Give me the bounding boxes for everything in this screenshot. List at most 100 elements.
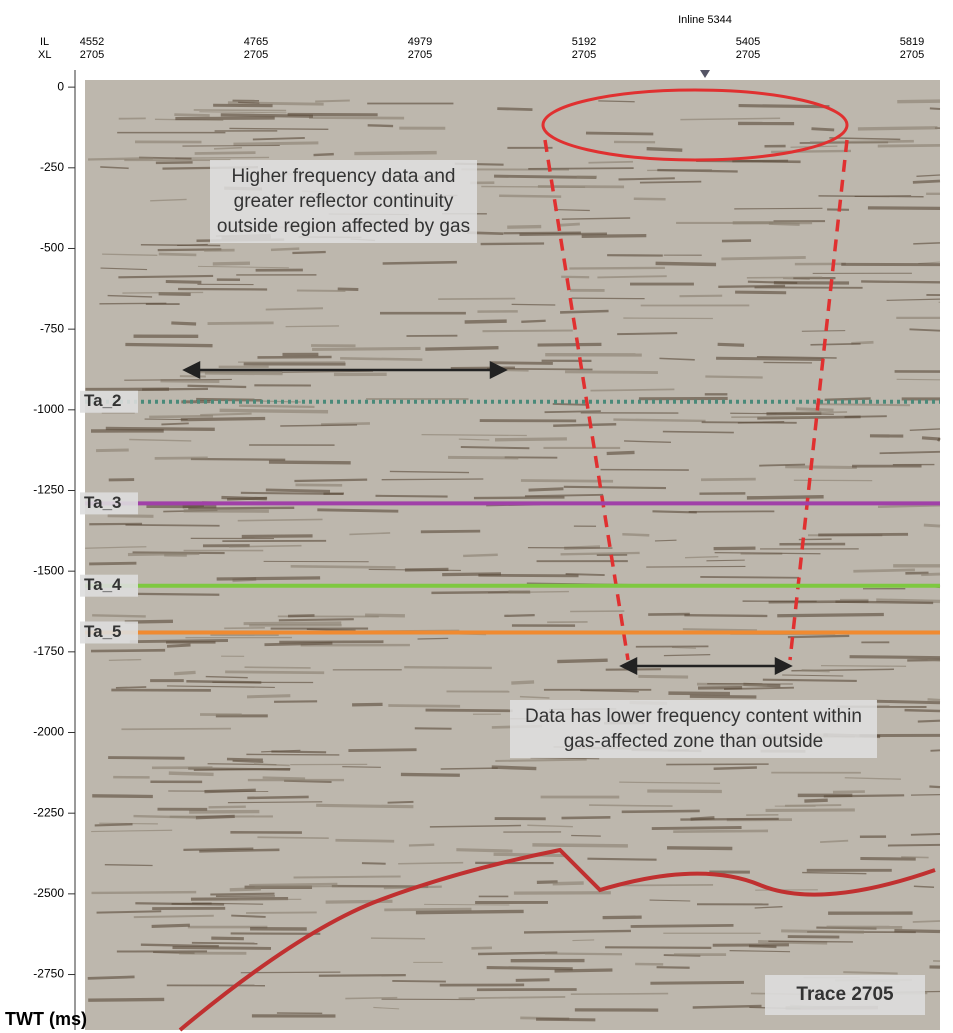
reflector <box>605 947 711 948</box>
reflector <box>288 615 315 616</box>
reflector <box>785 805 841 806</box>
reflector <box>938 439 940 440</box>
reflector <box>247 696 290 697</box>
reflector <box>685 557 718 558</box>
reflector <box>142 389 208 390</box>
reflector <box>858 128 938 129</box>
reflector <box>835 602 933 603</box>
reflector <box>487 968 573 969</box>
reflector <box>495 439 567 440</box>
reflector <box>448 457 518 458</box>
reflector <box>747 497 824 498</box>
reflector <box>338 289 359 290</box>
reflector <box>152 925 190 926</box>
reflector <box>565 372 658 373</box>
reflector <box>230 889 261 890</box>
reflector <box>242 536 313 537</box>
reflector <box>401 774 460 775</box>
reflector <box>409 845 434 846</box>
x-tick-label: 4765 <box>244 36 268 48</box>
y-tick-label: -1500 <box>33 563 64 577</box>
reflector <box>125 525 219 526</box>
horizon-label: Ta_4 <box>84 575 122 594</box>
reflector <box>88 158 153 159</box>
reflector <box>499 196 561 197</box>
reflector <box>141 245 220 246</box>
reflector <box>155 458 208 459</box>
reflector <box>205 373 283 374</box>
reflector <box>424 904 509 905</box>
reflector <box>88 977 135 978</box>
reflector <box>159 254 197 255</box>
reflector <box>507 227 541 228</box>
reflector <box>161 423 188 424</box>
reflector <box>317 510 398 511</box>
reflector <box>706 560 744 561</box>
reflector <box>383 262 457 263</box>
reflector <box>382 479 484 480</box>
reflector <box>921 574 940 575</box>
reflector <box>777 615 884 616</box>
reflector <box>631 925 734 926</box>
reflector <box>905 710 940 711</box>
reflector <box>279 619 354 620</box>
reflector <box>221 498 266 499</box>
reflector <box>545 953 622 954</box>
reflector <box>655 540 677 541</box>
reflector <box>878 505 940 506</box>
reflector <box>861 281 940 282</box>
reflector <box>255 886 338 887</box>
reflector <box>210 894 274 895</box>
reflector <box>456 850 512 851</box>
reflector <box>562 817 611 818</box>
reflector <box>536 1019 595 1020</box>
reflector <box>516 980 550 981</box>
reflector <box>246 912 317 913</box>
reflector <box>233 761 264 762</box>
reflector <box>622 811 700 812</box>
x-tick-sublabel: 2705 <box>900 49 924 61</box>
reflector <box>690 696 757 697</box>
reflector <box>714 768 757 769</box>
reflector <box>309 118 404 119</box>
reflector <box>833 792 865 793</box>
reflector <box>802 670 830 671</box>
reflector <box>174 672 195 673</box>
reflector <box>314 154 334 155</box>
reflector <box>159 294 191 295</box>
reflector <box>701 479 756 480</box>
y-tick-label: 0 <box>57 79 64 93</box>
y-axis-label: TWT (ms) <box>5 1009 87 1029</box>
reflector <box>348 750 416 751</box>
reflector <box>108 758 184 759</box>
reflector <box>538 344 602 345</box>
reflector <box>763 680 857 681</box>
reflector <box>233 143 318 144</box>
reflector <box>810 344 860 345</box>
reflector <box>245 667 311 668</box>
reflector <box>918 721 940 722</box>
reflector <box>877 701 940 702</box>
y-tick-label: -2500 <box>33 886 64 900</box>
reflector <box>125 344 212 345</box>
reflector <box>92 615 146 616</box>
xl-row-label: XL <box>38 49 51 61</box>
reflector <box>354 153 436 154</box>
reflector <box>588 162 633 163</box>
reflector <box>342 767 381 768</box>
reflector <box>271 751 326 752</box>
reflector <box>257 837 328 838</box>
reflector <box>913 181 940 182</box>
reflector <box>121 729 231 730</box>
reflector <box>200 414 251 415</box>
reflector <box>156 162 193 163</box>
reflector <box>266 490 330 491</box>
reflector <box>818 196 923 197</box>
reflector <box>689 511 775 512</box>
reflector <box>92 796 153 797</box>
y-tick-label: -1750 <box>33 644 64 658</box>
reflector <box>316 805 413 806</box>
reflector <box>128 553 199 554</box>
reflector <box>246 754 339 755</box>
reflector <box>88 999 164 1000</box>
